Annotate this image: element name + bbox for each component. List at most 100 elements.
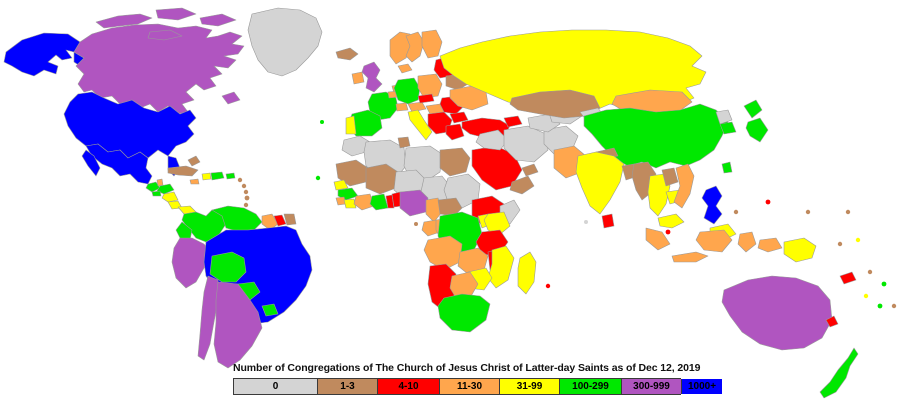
region-canada-newfoundland — [221, 91, 241, 105]
region-uae — [521, 163, 539, 177]
region-canada — [73, 23, 245, 115]
region-greenland — [247, 7, 323, 77]
region-pacific-dot-tonga — [877, 303, 883, 309]
legend-cell-label: 4-10 — [398, 381, 419, 392]
region-united-kingdom — [361, 61, 383, 93]
legend-cell-1000plus: 1000+ — [682, 379, 722, 394]
region-alaska — [3, 32, 81, 77]
region-yemen-oman — [509, 175, 535, 195]
region-ireland — [351, 71, 365, 85]
region-pacific-dot-solomon — [867, 269, 873, 275]
region-puerto-rico — [225, 172, 236, 180]
region-pacific-dot-samoa — [881, 281, 887, 287]
region-haiti — [201, 172, 212, 181]
region-togo — [385, 194, 395, 209]
region-sweden — [405, 31, 425, 63]
region-belize — [156, 178, 164, 187]
legend-cell-label: 1-3 — [340, 381, 355, 392]
region-australia — [721, 275, 833, 351]
region-indonesia-sumatra — [645, 227, 671, 251]
legend-cell-label: 31-99 — [516, 381, 543, 392]
region-gabon — [421, 219, 441, 237]
region-pacific-dot-palau — [733, 209, 739, 215]
region-new-zealand — [819, 347, 859, 399]
region-atlantic-dot-azores — [320, 120, 324, 124]
region-mauritius-dot — [545, 283, 551, 289]
region-japan — [743, 99, 769, 143]
region-suriname — [273, 214, 287, 227]
region-philippines — [701, 185, 723, 225]
region-french-guiana — [283, 213, 297, 226]
region-bolivia — [209, 251, 247, 283]
map-legend: Number of Congregations of The Church of… — [233, 361, 722, 395]
region-united-states — [63, 91, 197, 159]
legend-cell-4to10: 4-10 — [378, 379, 440, 394]
region-mexico — [85, 143, 153, 185]
region-ghana — [369, 193, 389, 211]
legend-cell-300to999: 300-999 — [622, 379, 682, 394]
region-greece — [445, 123, 465, 141]
region-pacific-dot-micronesia — [805, 209, 811, 215]
region-nicaragua — [161, 191, 179, 203]
region-portugal — [345, 115, 357, 135]
region-north-korea — [715, 109, 733, 125]
region-honduras — [156, 183, 175, 195]
region-iraq — [475, 129, 509, 151]
region-pacific-dot-guam — [765, 199, 771, 205]
region-india — [575, 151, 625, 215]
region-guyana — [261, 213, 279, 231]
region-sao-tome-dot — [414, 222, 418, 226]
region-liberia — [343, 198, 357, 209]
region-el-salvador — [151, 190, 162, 197]
region-cape-verde-dot — [315, 175, 321, 181]
region-italy — [407, 109, 433, 141]
region-mexico-baja — [81, 149, 101, 177]
region-pacific-dot-nauru — [837, 241, 843, 247]
legend-title: Number of Congregations of The Church of… — [233, 362, 701, 374]
region-dominican-republic — [210, 171, 225, 181]
region-denmark — [397, 63, 413, 74]
region-ivory-coast — [353, 193, 375, 211]
region-fiji — [839, 271, 857, 285]
region-bahamas — [187, 155, 201, 167]
region-taiwan — [721, 161, 733, 174]
region-finland — [421, 29, 443, 59]
region-czechia — [417, 93, 435, 104]
region-canada-arctic-isles — [95, 7, 237, 41]
legend-color-scale: 0 1-3 4-10 11-30 31-99 100-299 300-999 1000+ — [233, 378, 722, 395]
region-central-african-republic — [437, 197, 463, 217]
region-venezuela — [211, 205, 263, 233]
region-pacific-dot-marshall — [845, 209, 851, 215]
region-poland — [417, 73, 443, 99]
region-lesser-antilles-dot-3 — [243, 189, 249, 195]
region-caucasus — [503, 115, 523, 128]
region-indonesia-sulawesi — [737, 231, 757, 253]
region-angola — [423, 235, 463, 271]
legend-cell-label: 0 — [272, 381, 279, 392]
region-cameroon — [425, 197, 443, 223]
region-singapore-dot — [665, 229, 671, 235]
region-malaysia — [657, 213, 685, 229]
region-tunisia — [397, 136, 411, 149]
region-guatemala — [145, 181, 161, 193]
region-indonesia-borneo — [695, 229, 733, 253]
region-vanuatu — [825, 315, 839, 328]
region-lesser-antilles-dot-5 — [243, 202, 249, 208]
region-madagascar — [517, 251, 537, 295]
legend-cell-11to30: 11-30 — [440, 379, 500, 394]
region-pacific-dot-tahiti — [863, 293, 869, 299]
region-south-africa — [437, 293, 491, 333]
region-sri-lanka — [601, 213, 615, 229]
region-lesser-antilles-dot-1 — [237, 177, 243, 183]
region-germany — [393, 77, 421, 105]
region-peru — [171, 237, 213, 289]
legend-cell-1to3: 1-3 — [318, 379, 378, 394]
legend-cell-100to299: 100-299 — [560, 379, 622, 394]
legend-cell-label: 300-999 — [633, 381, 670, 392]
region-lesser-antilles-dot-4 — [244, 195, 250, 201]
region-bulgaria — [449, 111, 469, 124]
legend-cell-label: 100-299 — [572, 381, 609, 392]
region-indonesia-east — [757, 237, 783, 253]
